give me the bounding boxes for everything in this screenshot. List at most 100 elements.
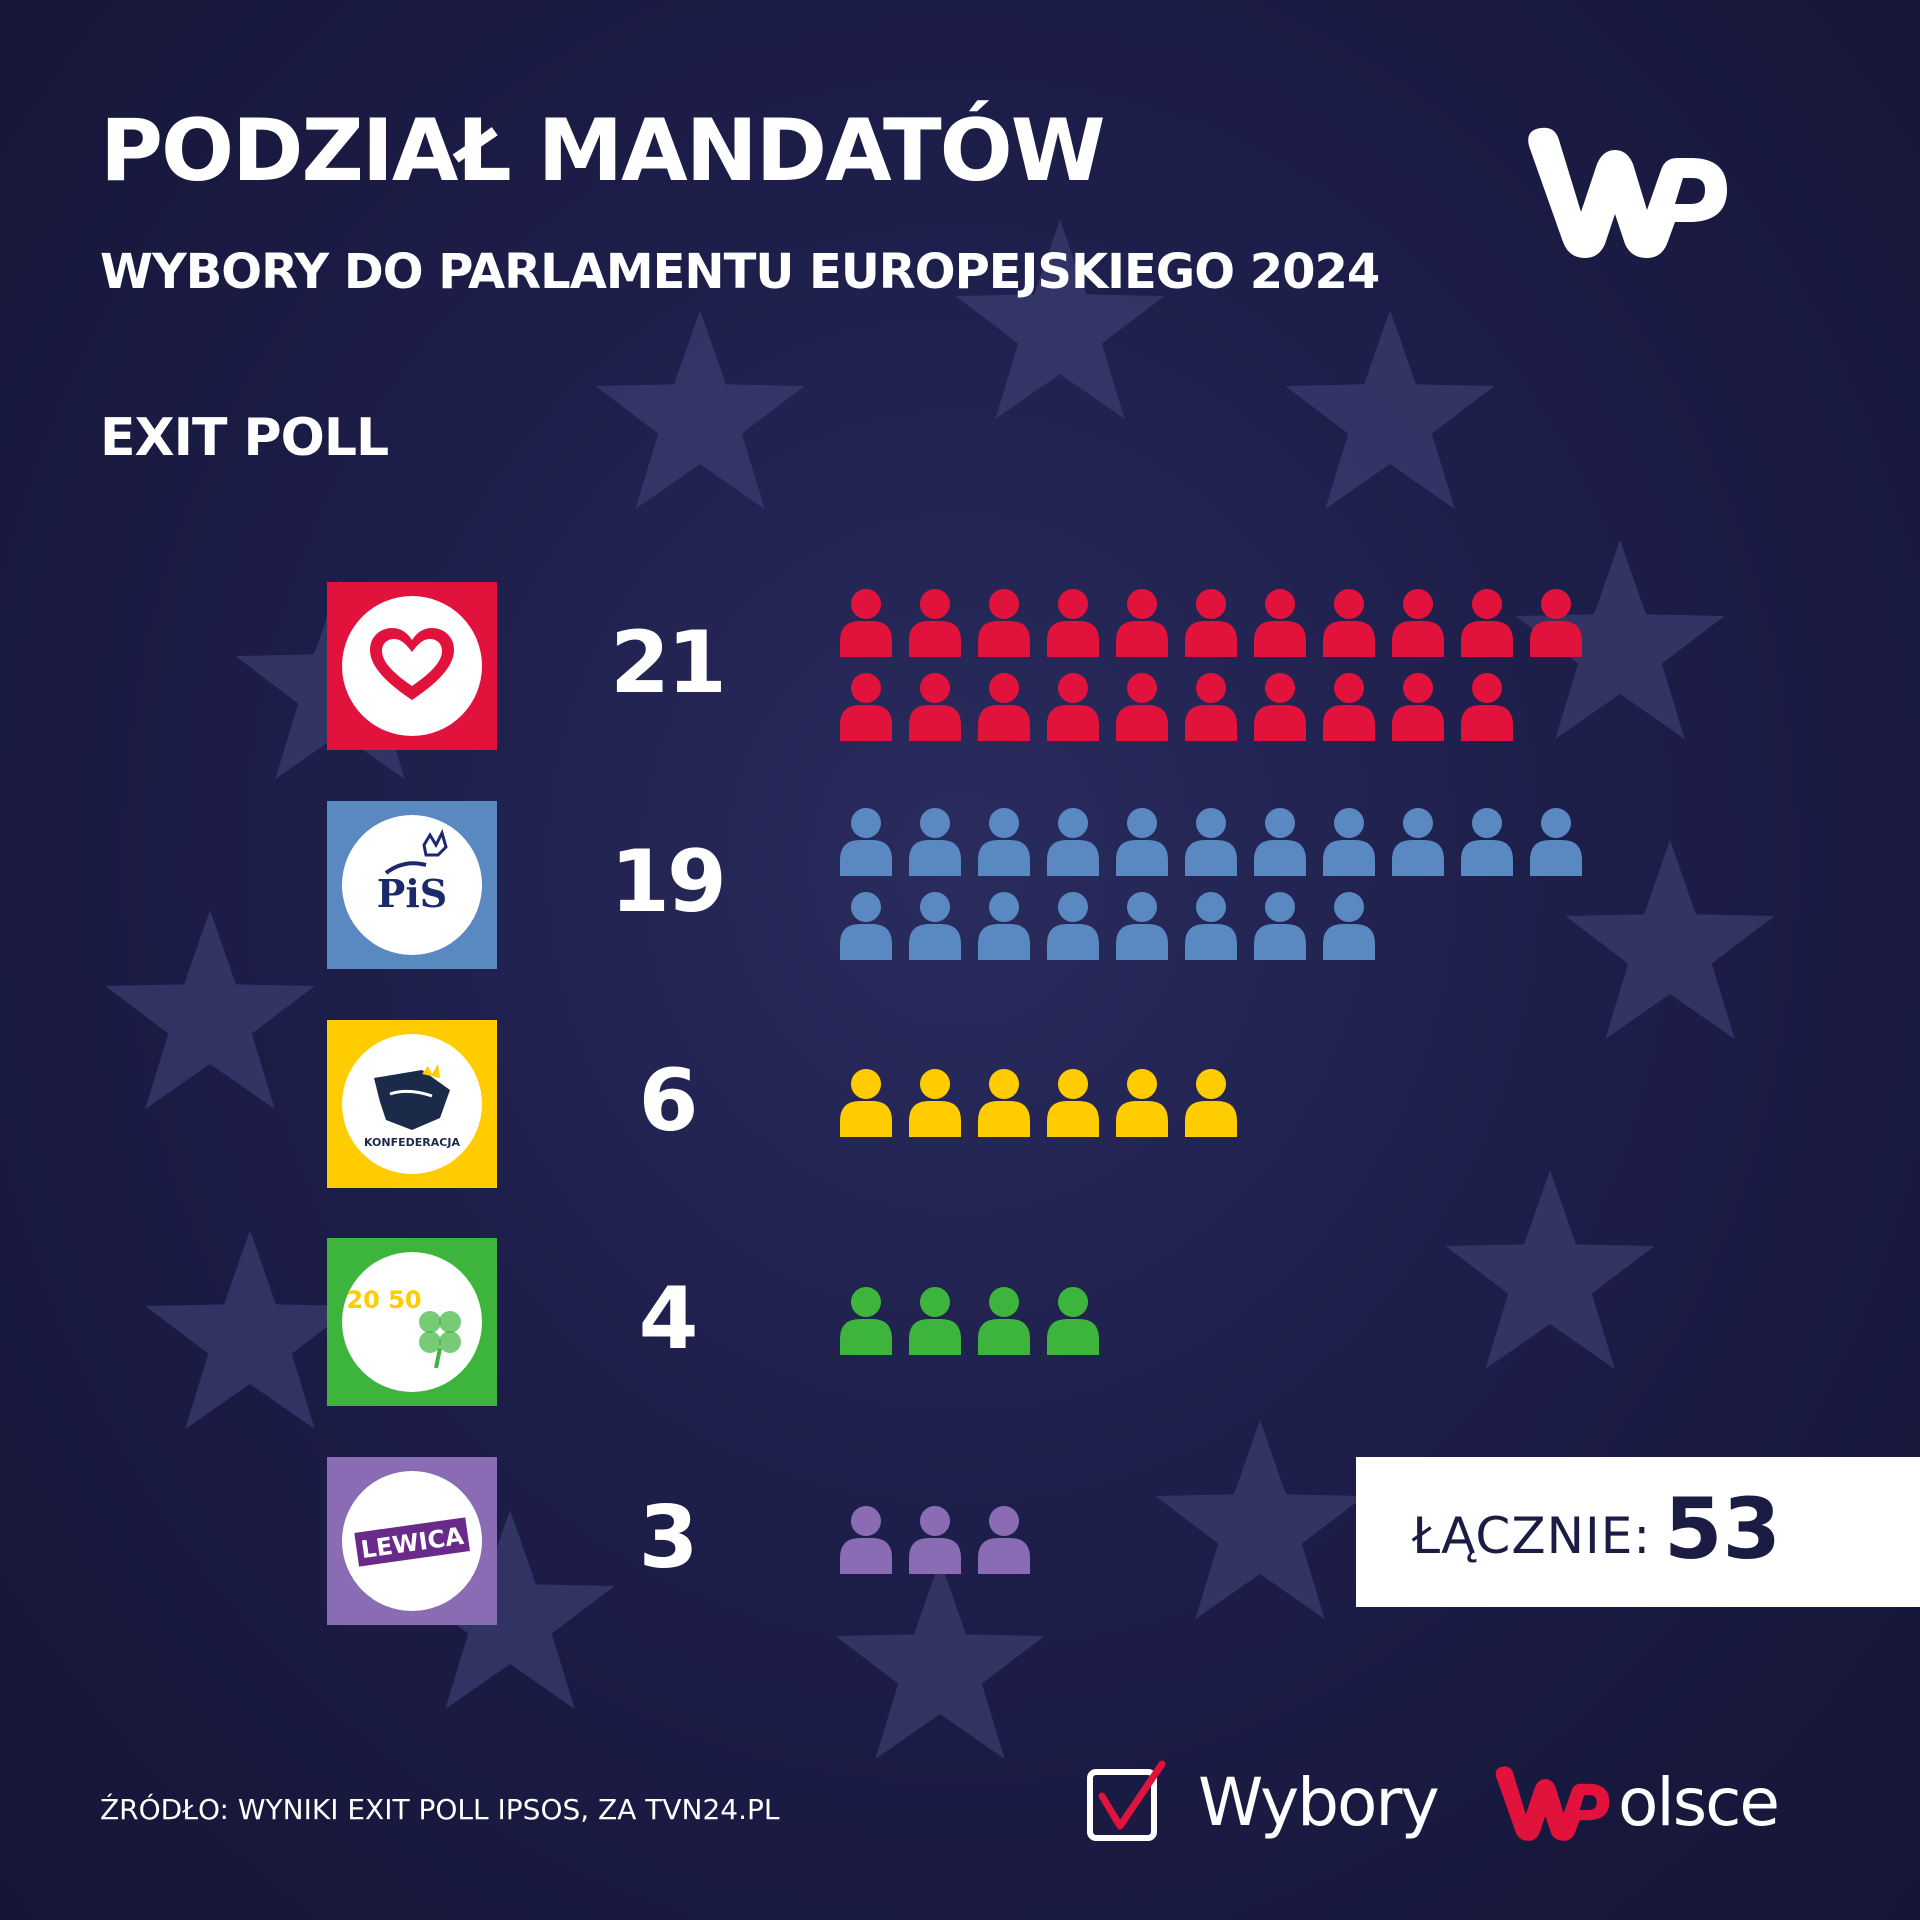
seat-icon [1323,673,1375,741]
seat-icon [840,892,892,960]
seat-icon [1323,808,1375,876]
konfederacja-logo-icon: KONFEDERACJA [327,1020,497,1188]
seat-icon [909,1506,961,1574]
seat-icon [1185,892,1237,960]
seat-icon [1116,1069,1168,1137]
seat-icons [840,1238,1640,1408]
seat-icon [978,1506,1030,1574]
seat-icon [909,808,961,876]
heart-logo-icon [327,582,497,750]
seat-icon [1254,892,1306,960]
polska2050-clover-logo-icon: 20 50 [327,1238,497,1406]
party-row: KONFEDERACJA 6 [0,1020,1920,1190]
eu-star-9 [145,1230,355,1429]
seat-icon [978,808,1030,876]
eu-star-1 [955,220,1165,419]
seat-icon [978,673,1030,741]
seat-icon [1047,1287,1099,1355]
seat-icon [840,1069,892,1137]
seat-icon [1116,892,1168,960]
seat-icon [978,589,1030,657]
seat-icons [840,1457,1640,1627]
total-value: 53 [1664,1480,1781,1578]
seat-icon [1254,673,1306,741]
seat-icon [1116,589,1168,657]
seat-icon [1254,808,1306,876]
seat-count: 19 [610,832,727,932]
seat-icon [1047,808,1099,876]
exit-poll-label: EXIT POLL [100,408,389,468]
seat-icon [1323,892,1375,960]
party-row: 20 50 4 [0,1238,1920,1408]
eu-star-0 [595,310,805,509]
seat-icon [1392,589,1444,657]
svg-text:20 50: 20 50 [346,1286,421,1314]
eu-star-4 [1565,840,1775,1039]
page-title: PODZIAŁ MANDATÓW [100,101,1106,201]
eu-star-7 [835,1560,1045,1759]
seat-icons [840,1020,1640,1190]
eu-star-5 [1445,1170,1655,1369]
seat-icon [840,808,892,876]
seat-icon [1392,808,1444,876]
seat-icon [1392,673,1444,741]
seat-icon [1323,589,1375,657]
pis-logo-icon: PiS [327,801,497,969]
seat-icon [840,673,892,741]
seat-count: 21 [610,613,727,713]
seat-icon [1461,673,1513,741]
seat-icon [1185,589,1237,657]
seat-icon [978,1069,1030,1137]
brand-word-2: olsce [1618,1764,1780,1841]
seat-icon [1530,808,1582,876]
seat-icon [909,1287,961,1355]
seat-icon [840,589,892,657]
seat-icons [840,582,1640,752]
lewica-logo-icon: LEWICA [327,1457,497,1625]
seat-icons [840,801,1640,971]
svg-text:PiS: PiS [377,871,447,916]
eu-star-2 [1285,310,1495,509]
seat-icon [1116,808,1168,876]
seat-count: 4 [638,1269,699,1369]
seat-icon [1047,1069,1099,1137]
seat-icon [1047,589,1099,657]
seat-icon [1254,589,1306,657]
seat-icon [909,892,961,960]
seat-icon [1185,808,1237,876]
seat-icon [1185,1069,1237,1137]
seat-icon [1116,673,1168,741]
eu-star-10 [105,910,315,1109]
seat-icon [840,1287,892,1355]
seat-icon [1047,892,1099,960]
seat-icon [909,589,961,657]
total-box: ŁĄCZNIE: 53 [1356,1457,1920,1607]
eu-star-6 [1155,1420,1365,1619]
seat-icon [909,1069,961,1137]
seat-icon [1047,673,1099,741]
eu-star-3 [1515,540,1725,739]
seat-icon [978,892,1030,960]
seat-icon [840,1506,892,1574]
wybory-wpolsce-brand: Wybory olsce [1086,1752,1886,1852]
seat-icon [978,1287,1030,1355]
svg-text:KONFEDERACJA: KONFEDERACJA [364,1136,460,1149]
source-note: ŹRÓDŁO: WYNIKI EXIT POLL IPSOS, ZA TVN24… [100,1793,780,1826]
seat-count: 3 [638,1488,699,1588]
seat-icon [1530,589,1582,657]
seat-icon [909,673,961,741]
party-row: LEWICA 3 [0,1457,1920,1627]
total-label: ŁĄCZNIE: [1412,1507,1652,1565]
wp-red-logo-icon [1495,1766,1610,1841]
brand-word: Wybory [1198,1764,1440,1841]
party-row: 21 [0,582,1920,752]
seat-icon [1185,673,1237,741]
seat-icon [1461,808,1513,876]
party-row: PiS 19 [0,801,1920,971]
seat-icon [1461,589,1513,657]
page-subtitle: WYBORY DO PARLAMENTU EUROPEJSKIEGO 2024 [100,244,1380,300]
eu-star-8 [405,1510,615,1709]
wp-logo-icon [1528,127,1727,258]
ballot-check-icon [1087,1760,1166,1841]
